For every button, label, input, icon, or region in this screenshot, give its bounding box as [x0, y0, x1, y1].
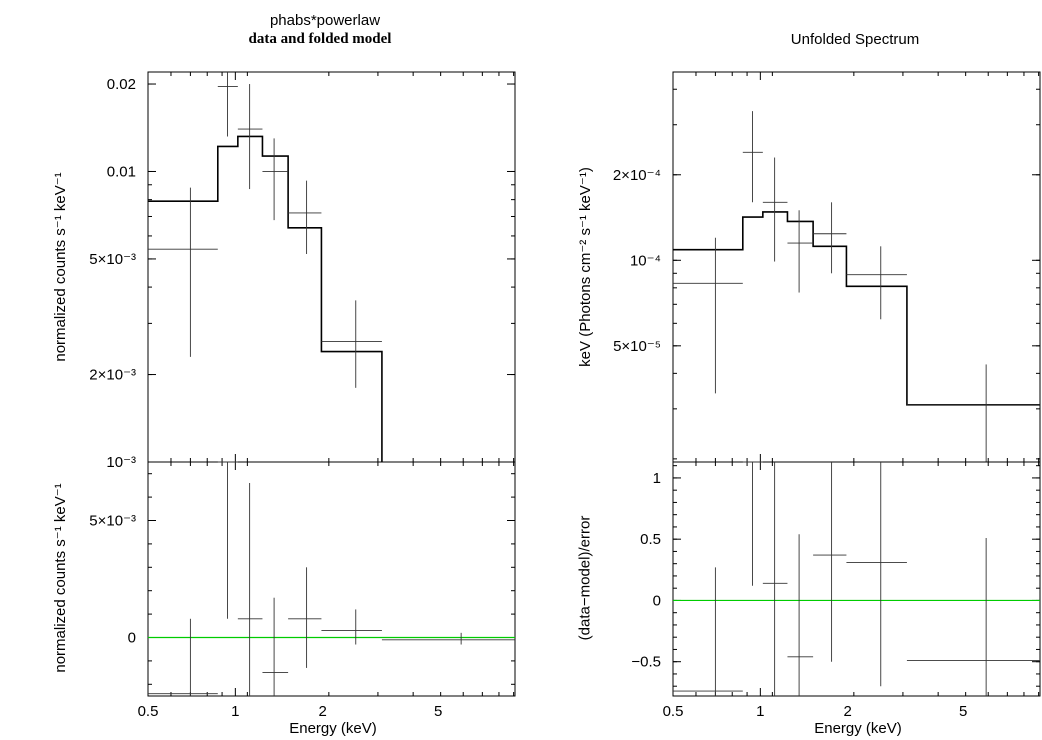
model-step-line — [148, 135, 383, 462]
y-tick-label: 2×10⁻³ — [89, 367, 136, 384]
top-left-panel: 0.02 0.01 5×10⁻³ 2×10⁻³ 10⁻³ — [89, 71, 516, 471]
right-chart-title: Unfolded Spectrum — [790, 31, 920, 48]
y-tick-label: 5×10⁻⁵ — [613, 338, 661, 355]
plot-frame — [672, 71, 1041, 463]
y-tick-label: −0.5 — [631, 654, 661, 671]
model-name-title: phabs*powerlaw — [269, 12, 381, 29]
y-tick-label: 10⁻³ — [106, 454, 136, 471]
y-tick-label: 5×10⁻³ — [89, 251, 136, 268]
y-tick-label: 0.02 — [107, 76, 136, 93]
top-right-panel: 2×10⁻⁴ 10⁻⁴ 5×10⁻⁵ — [613, 71, 1041, 463]
x-tick-label: 2 — [319, 703, 327, 720]
y-tick-label: 10⁻⁴ — [630, 252, 661, 269]
plot-frame — [147, 71, 516, 463]
plot-frame — [672, 461, 1041, 697]
y-tick-label: 5×10⁻³ — [89, 513, 136, 530]
bottom-left-panel: 0.5 1 2 5 5×10⁻³ 0 — [89, 461, 516, 720]
x-tick-label: 5 — [434, 703, 442, 720]
model-step-line — [673, 211, 1040, 406]
left-chart-title: data and folded model — [248, 31, 392, 47]
top-left-ylabel: normalized counts s⁻¹ keV⁻¹ — [52, 172, 69, 362]
y-tick-label: 0 — [128, 630, 136, 647]
x-tick-label: 1 — [756, 703, 764, 720]
y-tick-label: 2×10⁻⁴ — [613, 167, 661, 184]
x-tick-label: 0.5 — [138, 703, 159, 720]
x-tick-label: 2 — [844, 703, 852, 720]
x-tick-label: 0.5 — [663, 703, 684, 720]
y-tick-label: 0.5 — [640, 531, 661, 548]
plot-frame — [147, 461, 516, 697]
x-tick-label: 5 — [959, 703, 967, 720]
right-xlabel: Energy (keV) — [814, 720, 902, 737]
bottom-right-ylabel: (data−model)/error — [576, 515, 594, 641]
y-tick-label: 1 — [653, 470, 661, 487]
left-xlabel: Energy (keV) — [289, 720, 377, 737]
bottom-left-ylabel: normalized counts s⁻¹ keV⁻¹ — [52, 483, 69, 673]
top-right-ylabel: keV (Photons cm⁻² s⁻¹ keV⁻¹) — [577, 167, 594, 367]
y-tick-label: 0 — [653, 592, 661, 609]
bottom-right-panel: 0.5 1 2 5 1 0.5 0 −0.5 — [631, 461, 1041, 720]
x-tick-label: 1 — [231, 703, 239, 720]
y-tick-label: 0.01 — [107, 163, 136, 180]
